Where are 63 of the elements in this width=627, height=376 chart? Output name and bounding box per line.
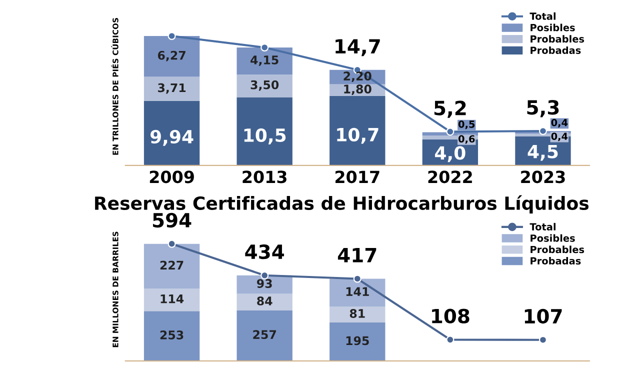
bar xyxy=(144,100,200,166)
data-label: 0,6 xyxy=(458,135,475,144)
legend-label: Probadas xyxy=(530,257,581,265)
data-label: 434 xyxy=(245,244,284,260)
data-label: 253 xyxy=(160,330,184,340)
bar xyxy=(236,97,292,166)
bar xyxy=(330,96,386,166)
legend-label: Probadas xyxy=(530,46,581,54)
legend-label: Posibles xyxy=(530,234,575,242)
data-label: 107 xyxy=(524,308,562,324)
data-label: 10,7 xyxy=(337,128,378,144)
legend-label: Posibles xyxy=(530,24,575,32)
bar xyxy=(144,36,200,77)
x-tick-label: 2009 xyxy=(150,170,194,184)
x-tick-label: 2023 xyxy=(521,170,565,184)
bar xyxy=(330,306,386,323)
data-label: 114 xyxy=(160,294,184,304)
data-label: 594 xyxy=(153,212,192,228)
x-tick-label: 2017 xyxy=(336,170,380,184)
legend-label: Probables xyxy=(530,35,584,43)
bar xyxy=(144,76,200,101)
data-label: 4,0 xyxy=(435,146,466,162)
data-label: 4,5 xyxy=(528,144,558,161)
point xyxy=(168,240,176,248)
x-tick-label: 2013 xyxy=(242,170,286,184)
bar xyxy=(236,310,292,361)
legend-label: Probables xyxy=(530,246,584,254)
data-label: 2,20 xyxy=(344,72,372,82)
bar xyxy=(236,294,292,310)
data-label: 0,4 xyxy=(551,132,568,142)
data-label: 14,7 xyxy=(336,39,380,56)
point xyxy=(446,128,454,136)
data-label: 4,15 xyxy=(250,56,278,66)
text: Reservas Certificadas de Hidrocarburos Líquidos xyxy=(95,195,589,214)
data-label: 84 xyxy=(257,296,272,306)
data-label: 9,94 xyxy=(150,130,194,146)
data-label: 0,5 xyxy=(458,120,475,130)
data-label: 81 xyxy=(350,309,365,318)
data-label: 108 xyxy=(432,308,470,324)
data-label: 257 xyxy=(253,330,276,340)
data-label: 5,3 xyxy=(527,100,559,118)
data-label: 3,71 xyxy=(158,83,186,94)
data-label: 5,2 xyxy=(434,100,466,118)
data-label: 227 xyxy=(160,260,184,270)
data-label: 1,80 xyxy=(344,84,372,95)
bar xyxy=(330,322,386,361)
data-label: 3,50 xyxy=(250,80,279,91)
data-label: 6,27 xyxy=(158,50,186,62)
data-label: 93 xyxy=(256,279,272,288)
bar xyxy=(144,244,200,289)
legend-label: Total xyxy=(530,12,556,20)
point xyxy=(446,336,454,344)
data-label: 0,4 xyxy=(551,118,568,128)
bar xyxy=(144,288,200,312)
point xyxy=(353,274,362,283)
data-label: 10,5 xyxy=(244,128,286,144)
data-label: 195 xyxy=(346,336,369,346)
data-label: 141 xyxy=(346,287,369,296)
bar xyxy=(236,74,292,98)
x-tick-label: 2022 xyxy=(428,170,472,184)
bar xyxy=(144,311,200,361)
legend-label: Total xyxy=(530,222,556,230)
data-label: 417 xyxy=(338,248,376,262)
